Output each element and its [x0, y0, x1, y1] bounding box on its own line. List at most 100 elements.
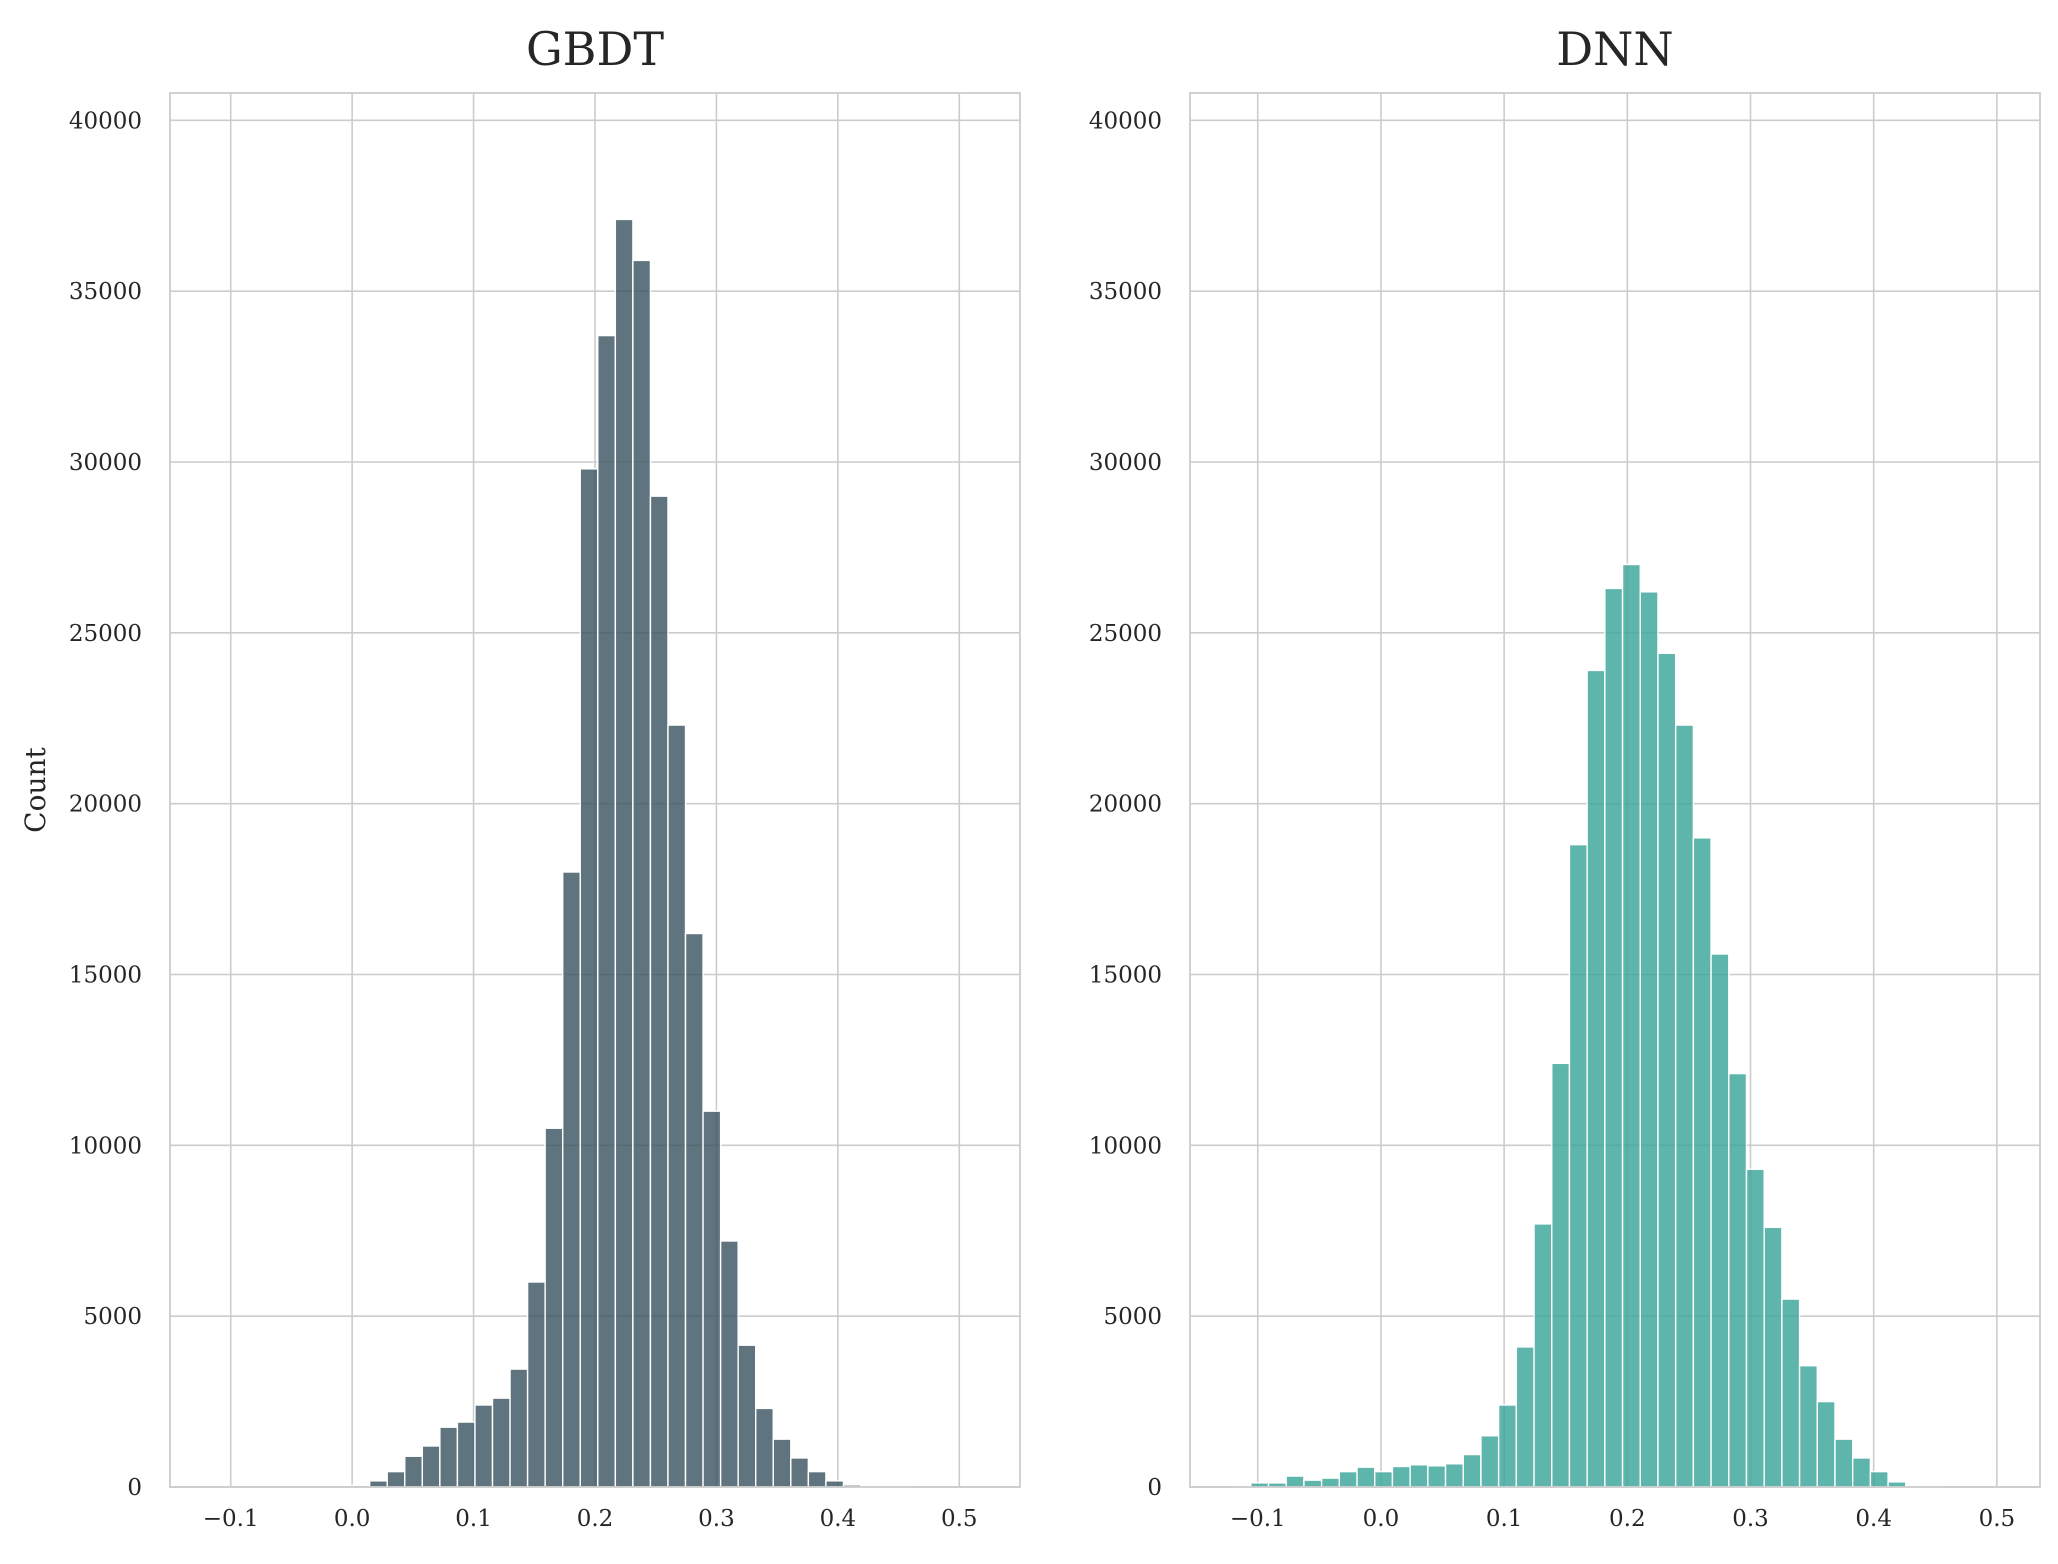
histogram-bar: [808, 1472, 826, 1487]
y-tick-label: 15000: [1089, 963, 1162, 989]
histogram-bar: [1676, 725, 1694, 1487]
histogram-bar: [633, 260, 651, 1487]
histogram-bar: [826, 1481, 844, 1487]
gbdt-panel: −0.1 0.0 0.1 0.2 0.3 0.4 0.5 0 5000 10000 15000 200…: [19, 22, 1020, 1532]
histogram-bar: [1569, 845, 1587, 1487]
histogram-bar: [1375, 1472, 1393, 1487]
histogram-bar: [1357, 1467, 1375, 1487]
histogram-bar: [1534, 1224, 1552, 1487]
histogram-bar: [686, 934, 704, 1488]
histogram-bar: [545, 1128, 563, 1487]
y-tick-label: 20000: [1089, 792, 1162, 818]
histogram-bar: [1746, 1169, 1764, 1487]
histogram-bar: [370, 1481, 388, 1487]
dnn-panel: −0.1 0.0 0.1 0.2 0.3 0.4 0.5 0 5000 10000 15000 200…: [1089, 22, 2040, 1532]
histogram-bar: [1870, 1472, 1888, 1487]
histogram-bar: [510, 1369, 528, 1487]
histogram-bar: [1410, 1465, 1428, 1487]
histogram-bar: [1339, 1472, 1357, 1487]
histogram-bar: [1481, 1436, 1499, 1487]
x-tick-label: 0.0: [1363, 1506, 1400, 1532]
histogram-bar: [405, 1456, 423, 1487]
histogram-bar: [1304, 1480, 1322, 1487]
histogram-bar: [457, 1422, 475, 1487]
y-tick-label: 0: [1147, 1475, 1162, 1501]
x-tick-label: 0.5: [941, 1506, 978, 1532]
histogram-bar: [791, 1458, 809, 1487]
histogram-bar: [1835, 1439, 1853, 1487]
y-tick-label: 20000: [69, 792, 142, 818]
histogram-bar: [721, 1241, 739, 1487]
histogram-bar: [1764, 1227, 1782, 1487]
x-tick-label: 0.2: [1609, 1506, 1646, 1532]
y-tick-label: 40000: [69, 108, 142, 134]
histogram-bar: [1800, 1366, 1818, 1487]
x-tick-label: 0.4: [1855, 1506, 1892, 1532]
histogram-bar: [773, 1439, 791, 1487]
x-tick-label: 0.1: [455, 1506, 492, 1532]
y-tick-label: 15000: [69, 963, 142, 989]
histogram-bar: [1853, 1458, 1871, 1487]
chart-title: DNN: [1556, 22, 1673, 76]
histogram-bar: [1729, 1074, 1747, 1487]
y-tick-label: 35000: [69, 279, 142, 305]
chart-title: GBDT: [526, 22, 664, 76]
histogram-bar: [650, 496, 668, 1487]
histogram-bar: [1623, 565, 1641, 1488]
histogram-bar: [703, 1111, 721, 1487]
histogram-bar: [1286, 1476, 1304, 1487]
histogram-bar: [1428, 1466, 1446, 1487]
histogram-bar: [615, 219, 633, 1487]
histogram-bar: [440, 1427, 458, 1487]
histogram-bar: [1463, 1455, 1481, 1487]
histogram-bar: [580, 469, 598, 1487]
x-tick-label: 0.5: [1979, 1506, 2016, 1532]
histogram-bar: [1782, 1299, 1800, 1487]
histogram-bar: [1658, 653, 1676, 1487]
y-tick-label: 10000: [1089, 1133, 1162, 1159]
x-tick-label: 0.2: [577, 1506, 614, 1532]
x-tick-label: −0.1: [1230, 1506, 1286, 1532]
histogram-bar: [528, 1282, 546, 1487]
histogram-bar: [756, 1408, 774, 1487]
histogram-bar: [1817, 1402, 1835, 1487]
histogram-bar: [1711, 954, 1729, 1487]
y-tick-label: 5000: [1103, 1304, 1162, 1330]
histogram-bar: [1605, 588, 1623, 1487]
histogram-bar: [387, 1472, 405, 1487]
histogram-bar: [475, 1405, 493, 1487]
histogram-bar: [1552, 1063, 1570, 1487]
y-tick-label: 35000: [1089, 279, 1162, 305]
x-tick-label: 0.3: [698, 1506, 735, 1532]
histogram-bar: [422, 1446, 440, 1487]
histogram-bar: [668, 725, 686, 1487]
x-tick-label: 0.3: [1732, 1506, 1769, 1532]
y-tick-label: 10000: [69, 1133, 142, 1159]
histogram-bar: [493, 1398, 511, 1487]
x-tick-label: −0.1: [203, 1506, 259, 1532]
histogram-bar: [738, 1345, 756, 1487]
y-axis-label: Count: [19, 746, 52, 832]
histogram-bar: [1693, 838, 1711, 1487]
x-tick-label: 0.0: [334, 1506, 371, 1532]
histogram-bar: [1587, 670, 1605, 1487]
histogram-bar: [1516, 1347, 1534, 1487]
histogram-bar: [563, 872, 581, 1487]
histogram-bar: [1640, 592, 1658, 1487]
y-tick-label: 40000: [1089, 108, 1162, 134]
histogram-bar: [1499, 1405, 1517, 1487]
y-tick-label: 0: [127, 1475, 142, 1501]
histogram-bar: [1392, 1467, 1410, 1488]
y-tick-label: 30000: [69, 450, 142, 476]
y-tick-label: 30000: [1089, 450, 1162, 476]
histogram-bar: [598, 336, 616, 1487]
y-tick-label: 5000: [83, 1304, 142, 1330]
y-tick-label: 25000: [69, 621, 142, 647]
histogram-bar: [1322, 1478, 1340, 1487]
y-tick-label: 25000: [1089, 621, 1162, 647]
histogram-bar: [1446, 1464, 1464, 1487]
x-tick-label: 0.4: [820, 1506, 857, 1532]
x-tick-label: 0.1: [1486, 1506, 1523, 1532]
